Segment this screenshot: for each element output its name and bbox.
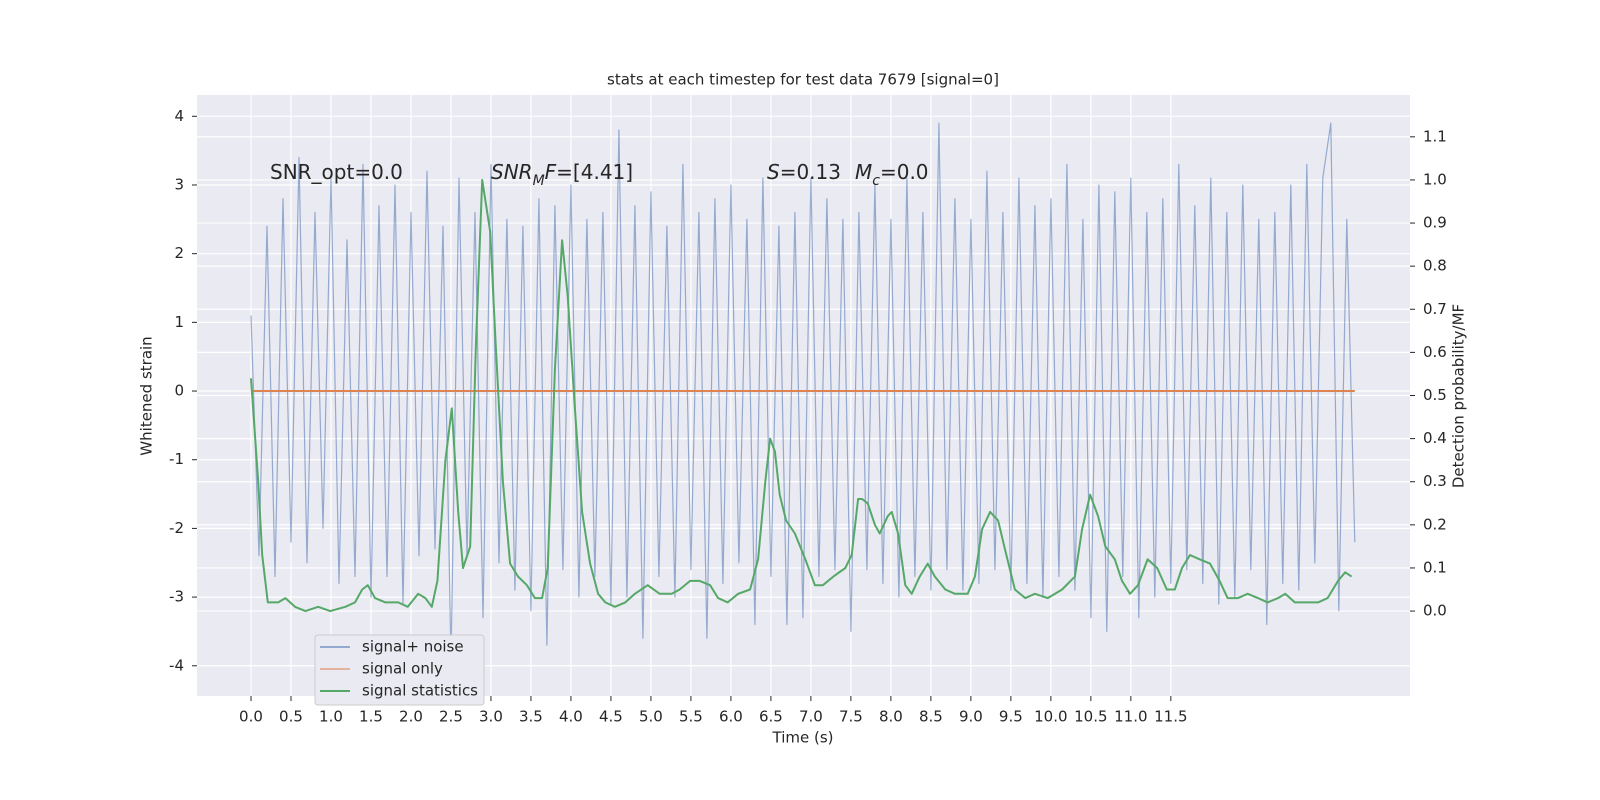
y-tick-label: 0 [174, 382, 184, 400]
y2-tick-label: 1.1 [1423, 127, 1447, 145]
x-tick-label: 9.5 [999, 708, 1023, 726]
annotation-part: S [767, 160, 780, 184]
y2-tick-label: 0.1 [1423, 558, 1447, 576]
y2-axis-label: Detection probability/MF [1450, 304, 1468, 488]
x-tick-label: 10.0 [1034, 708, 1067, 726]
x-tick-label: 0.0 [239, 708, 263, 726]
legend-box [314, 634, 485, 706]
y2-tick-label: 0.4 [1423, 429, 1447, 447]
legend-label: signal statistics [362, 682, 478, 700]
annotation-part: M [533, 173, 545, 189]
y-tick-label: 4 [174, 107, 184, 125]
x-tick-label: 7.0 [799, 708, 823, 726]
y2-tick-label: 0.5 [1423, 386, 1447, 404]
y-tick-label: 3 [174, 175, 184, 193]
x-tick-label: 3.0 [479, 708, 503, 726]
x-tick-label: 4.0 [559, 708, 583, 726]
x-tick-label: 1.5 [359, 708, 383, 726]
x-tick-label: 8.5 [919, 708, 943, 726]
annotation-part: SNR_opt=0.0 [270, 160, 403, 184]
x-axis-label: Time (s) [772, 729, 834, 747]
legend-label: signal+ noise [362, 638, 464, 656]
y2-tick-label: 0.9 [1423, 214, 1447, 232]
annotation-part: SNR [491, 160, 533, 184]
x-tick-label: 3.5 [519, 708, 543, 726]
y2-tick-label: 0.2 [1423, 515, 1447, 533]
y2-tick-label: 0.8 [1423, 257, 1447, 275]
y-tick-label: 2 [174, 244, 184, 262]
annotation-part: =[4.41] [556, 160, 633, 184]
y2-tick-label: 0.3 [1423, 472, 1447, 490]
x-tick-label: 6.0 [719, 708, 743, 726]
x-tick-label: 0.5 [279, 708, 303, 726]
y2-tick-label: 0.0 [1423, 602, 1447, 620]
x-tick-label: 11.0 [1114, 708, 1147, 726]
annotation: SNR_opt=0.0 [270, 160, 403, 184]
x-tick-label: 10.5 [1074, 708, 1107, 726]
annotation-part: =0.13 [780, 160, 841, 184]
x-tick-label: 9.0 [959, 708, 983, 726]
series-line [250, 178, 1353, 613]
annotation: S=0.13 Mc=0.0 [767, 160, 929, 190]
x-tick-label: 2.0 [399, 708, 423, 726]
legend-label: signal only [362, 660, 443, 678]
chart-title: stats at each timestep for test data 767… [607, 71, 999, 89]
x-tick-label: 8.0 [879, 708, 903, 726]
y2-tick-label: 1.0 [1423, 170, 1447, 188]
annotation-part: F [545, 160, 557, 184]
series-line [250, 122, 1356, 660]
y2-tick-label: 0.7 [1423, 300, 1447, 318]
x-tick-label: 5.0 [639, 708, 663, 726]
x-tick-label: 6.5 [759, 708, 783, 726]
x-tick-label: 2.5 [439, 708, 463, 726]
y-tick-label: -3 [169, 588, 184, 606]
x-tick-label: 1.0 [319, 708, 343, 726]
x-tick-label: 7.5 [839, 708, 863, 726]
x-tick-label: 11.5 [1154, 708, 1187, 726]
y2-tick-label: 0.6 [1423, 343, 1447, 361]
annotation-part: =0.0 [880, 160, 929, 184]
y-tick-label: -1 [169, 450, 184, 468]
y-tick-label: -2 [169, 519, 184, 537]
x-tick-label: 5.5 [679, 708, 703, 726]
annotation: SNRMF=[4.41] [491, 160, 633, 190]
y-axis-label: Whitened strain [138, 336, 156, 455]
annotation-part: c [872, 173, 880, 189]
y-tick-label: 1 [174, 313, 184, 331]
y-tick-label: -4 [169, 656, 184, 674]
x-tick-label: 4.5 [599, 708, 623, 726]
annotation-part: M [855, 160, 872, 184]
